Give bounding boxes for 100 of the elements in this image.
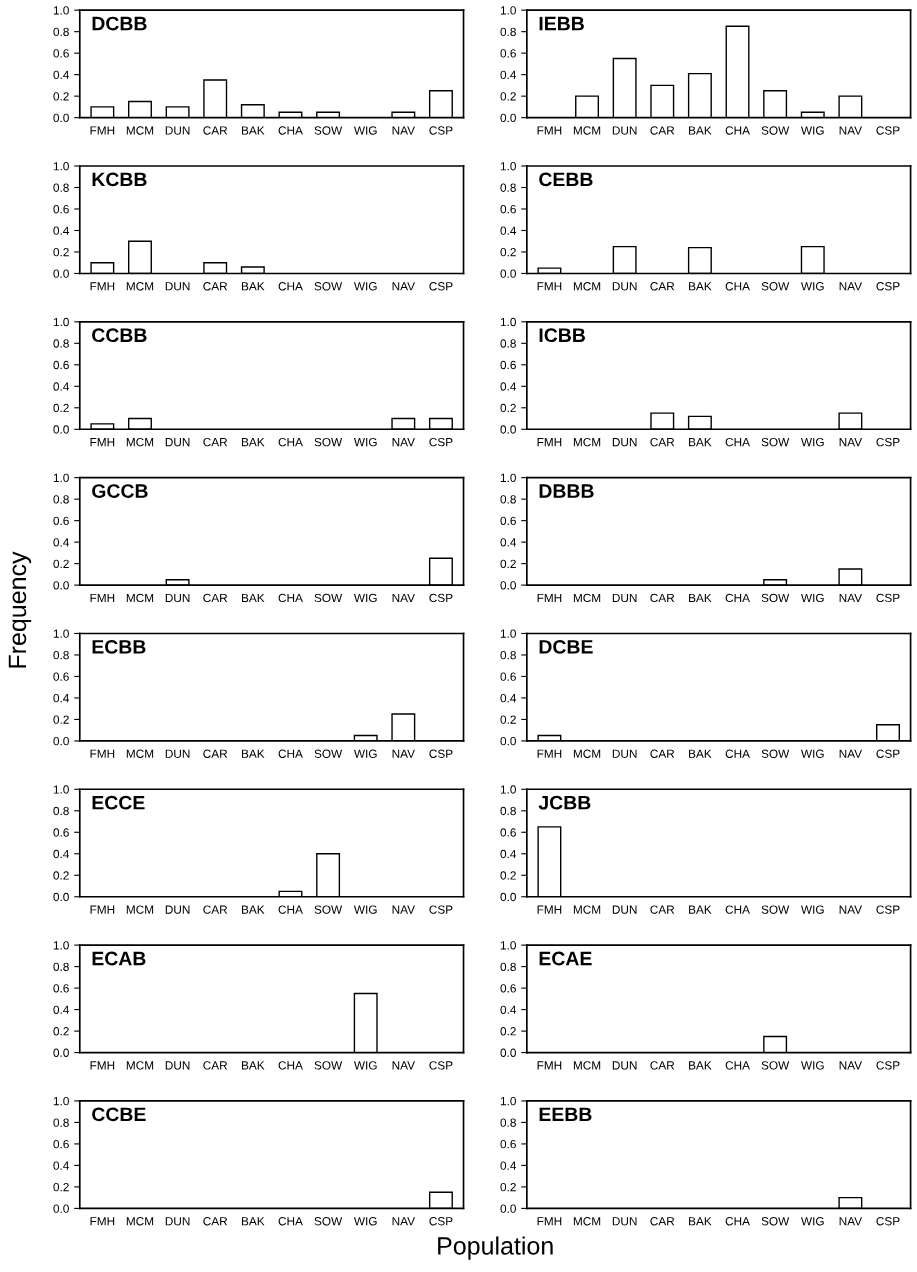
chart-title: KCBB bbox=[92, 172, 147, 187]
x-tick-label: DUN bbox=[165, 438, 190, 447]
y-tick-label: 0.0 bbox=[53, 1204, 69, 1213]
y-tick-label: 0.4 bbox=[53, 1161, 70, 1170]
x-tick-label: DUN bbox=[165, 593, 190, 603]
y-tick-label: 0.2 bbox=[500, 559, 516, 569]
x-tick-label: NAV bbox=[839, 282, 863, 291]
y-tick-label: 0.0 bbox=[500, 581, 516, 590]
x-tick-label: CSP bbox=[429, 126, 453, 135]
x-tick-label: CAR bbox=[650, 1061, 675, 1070]
y-tick-label: 0.8 bbox=[53, 183, 69, 192]
y-tick-label: 0.6 bbox=[500, 360, 516, 370]
x-tick-label: FMH bbox=[537, 438, 562, 447]
x-tick-label: DUN bbox=[612, 438, 637, 447]
x-tick-label: NAV bbox=[839, 593, 863, 602]
y-tick-label: 0.0 bbox=[500, 1048, 516, 1057]
y-tick-label: 0.0 bbox=[53, 1048, 69, 1057]
x-tick-label: FMH bbox=[537, 282, 562, 291]
x-tick-label: DUN bbox=[612, 126, 637, 135]
x-tick-label: CSP bbox=[876, 1217, 900, 1226]
y-tick-label: 0.2 bbox=[500, 871, 516, 880]
x-tick-label: DUN bbox=[612, 593, 637, 603]
y-tick-label: 0.6 bbox=[500, 49, 516, 58]
chart-title: ECCE bbox=[92, 795, 145, 810]
x-tick-label: MCM bbox=[573, 437, 601, 447]
x-tick-label: CSP bbox=[876, 905, 900, 914]
chart-title: ECAB bbox=[92, 951, 146, 966]
x-tick-label: CAR bbox=[650, 1217, 675, 1226]
y-tick-label: 0.0 bbox=[500, 269, 516, 278]
x-tick-label: SOW bbox=[314, 126, 343, 135]
y-tick-label: 0.2 bbox=[500, 1182, 516, 1192]
x-tick-label: CHA bbox=[278, 593, 303, 603]
x-tick-label: SOW bbox=[761, 905, 790, 914]
x-tick-label: CSP bbox=[876, 437, 900, 447]
x-tick-label: CAR bbox=[650, 593, 675, 603]
x-tick-label: SOW bbox=[314, 437, 343, 447]
x-tick-label: WIG bbox=[801, 593, 824, 603]
y-tick-label: 0.8 bbox=[500, 495, 516, 504]
chart-title: ECAE bbox=[539, 951, 592, 966]
y-tick-label: 0.6 bbox=[53, 984, 69, 993]
y-axis-title: Frequency bbox=[8, 551, 32, 668]
x-tick-label: SOW bbox=[761, 1217, 790, 1226]
y-tick-label: 1.0 bbox=[500, 629, 516, 638]
x-tick-label: CAR bbox=[650, 282, 675, 291]
y-tick-label: 0.8 bbox=[500, 806, 516, 816]
x-tick-label: BAK bbox=[689, 1217, 712, 1226]
x-tick-label: CSP bbox=[876, 1061, 900, 1070]
y-tick-label: 0.2 bbox=[53, 403, 69, 413]
x-tick-label: BAK bbox=[689, 282, 712, 291]
y-tick-label: 0.6 bbox=[53, 205, 69, 214]
y-tick-label: 0.4 bbox=[53, 70, 70, 80]
x-tick-label: DUN bbox=[612, 749, 637, 758]
y-tick-label: 1.0 bbox=[53, 473, 69, 483]
y-tick-label: 0.8 bbox=[53, 962, 69, 971]
y-tick-label: 0.2 bbox=[500, 1027, 516, 1036]
x-tick-label: MCM bbox=[573, 593, 601, 603]
y-tick-label: 0.4 bbox=[500, 70, 517, 80]
y-tick-label: 0.8 bbox=[500, 339, 516, 348]
y-tick-label: 1.0 bbox=[53, 162, 69, 171]
y-tick-label: 0.4 bbox=[500, 1161, 517, 1170]
x-tick-label: FMH bbox=[90, 749, 115, 758]
y-tick-label: 1.0 bbox=[53, 941, 69, 950]
x-tick-label: SOW bbox=[761, 126, 790, 135]
y-tick-label: 0.6 bbox=[500, 984, 516, 993]
x-tick-label: BAK bbox=[242, 1061, 265, 1070]
x-tick-label: BAK bbox=[689, 593, 712, 602]
x-tick-label: CAR bbox=[203, 126, 228, 135]
chart-title: CCBB bbox=[92, 328, 147, 343]
y-tick-label: 0.4 bbox=[53, 226, 70, 235]
x-tick-label: NAV bbox=[839, 1217, 863, 1226]
x-tick-label: DUN bbox=[165, 905, 190, 914]
chart-title: DCBE bbox=[539, 639, 593, 654]
x-tick-label: WIG bbox=[801, 282, 824, 291]
y-tick-label: 0.6 bbox=[53, 672, 69, 681]
y-tick-label: 0.2 bbox=[53, 871, 69, 880]
x-tick-label: WIG bbox=[353, 1217, 377, 1226]
x-tick-label: BAK bbox=[689, 905, 712, 914]
x-tick-label: CSP bbox=[429, 437, 453, 447]
x-tick-label: CAR bbox=[203, 437, 228, 447]
x-tick-label: CAR bbox=[203, 593, 228, 603]
x-tick-label: NAV bbox=[839, 438, 863, 447]
x-tick-label: FMH bbox=[90, 593, 115, 602]
x-tick-label: CHA bbox=[725, 905, 750, 914]
x-tick-label: CSP bbox=[429, 1061, 453, 1070]
y-tick-label: 0.4 bbox=[53, 538, 70, 547]
x-tick-label: MCM bbox=[126, 1217, 154, 1226]
chart-title: CEBB bbox=[539, 172, 593, 187]
y-tick-label: 0.6 bbox=[500, 516, 516, 526]
x-tick-label: NAV bbox=[839, 749, 863, 758]
x-tick-label: CSP bbox=[876, 282, 900, 291]
x-tick-label: CHA bbox=[725, 1061, 750, 1070]
y-tick-label: 0.6 bbox=[53, 49, 69, 58]
x-tick-label: NAV bbox=[392, 438, 415, 447]
x-tick-label: BAK bbox=[242, 282, 265, 291]
x-tick-label: MCM bbox=[126, 1061, 154, 1070]
y-tick-label: 0.0 bbox=[500, 1204, 516, 1213]
y-tick-label: 0.4 bbox=[500, 538, 517, 547]
x-tick-label: CSP bbox=[429, 282, 453, 291]
y-tick-label: 0.8 bbox=[53, 1118, 69, 1127]
x-tick-label: WIG bbox=[801, 437, 824, 447]
